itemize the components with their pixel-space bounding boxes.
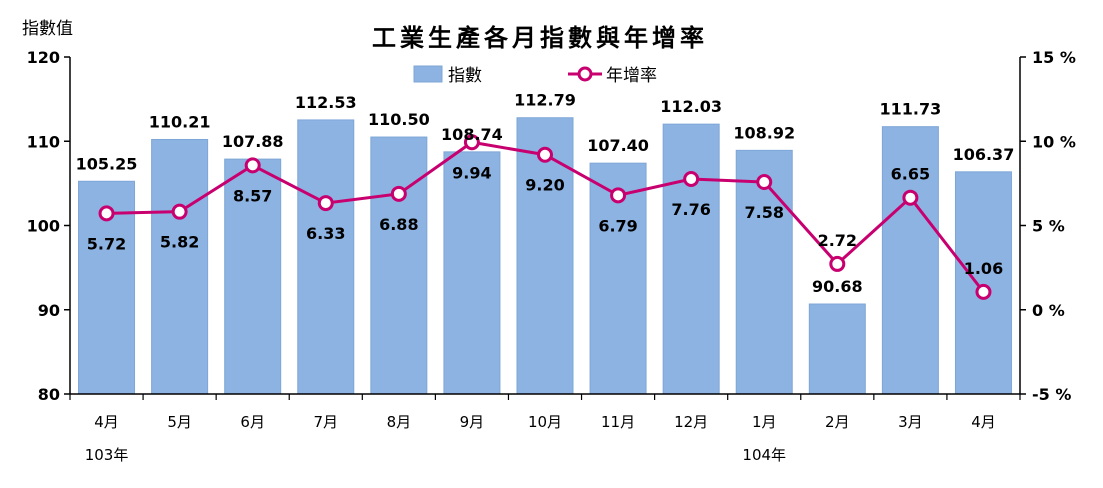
bar-12: [954, 171, 1012, 395]
line-value-label-11: 6.65: [891, 165, 930, 184]
legend-bar-swatch: [413, 65, 443, 83]
bar-value-label-11: 111.73: [880, 100, 942, 119]
growth-marker-0: [98, 205, 115, 222]
x-tick-label-2: 6月: [240, 413, 265, 431]
axes-layer: 80 90 100 110 120 -5 % 0 % 5 % 10 % 15 % 4月 5月 6月 7月 8…: [27, 48, 1076, 464]
x-tick-label-1: 5月: [167, 413, 192, 431]
legend-label-growth: 年增率: [606, 66, 657, 86]
bar-3: [297, 119, 355, 395]
left-tick-label-0: 80: [38, 385, 60, 404]
line-value-label-6: 9.20: [525, 176, 564, 195]
year-label-1: 104年: [742, 446, 786, 464]
left-tick-label-2: 100: [27, 217, 60, 236]
x-tick-label-9: 1月: [752, 413, 777, 431]
growth-marker-11: [902, 189, 919, 206]
bar-value-label-8: 112.03: [660, 97, 722, 116]
bar-9: [735, 149, 793, 395]
x-tick-label-4: 8月: [387, 413, 412, 431]
x-tick-label-5: 9月: [460, 413, 485, 431]
legend-marker-swatch: [577, 66, 593, 82]
year-label-0: 103年: [85, 446, 129, 464]
left-tick-label-3: 110: [27, 132, 60, 151]
bar-value-label-2: 107.88: [222, 132, 284, 151]
x-tick-label-11: 3月: [898, 413, 923, 431]
bar-4: [370, 136, 428, 395]
growth-marker-5: [463, 134, 480, 151]
right-tick-label-0: -5 %: [1032, 385, 1071, 404]
bar-1: [151, 138, 209, 395]
x-tick-label-8: 12月: [674, 413, 708, 431]
x-tick-label-6: 10月: [528, 413, 562, 431]
growth-marker-3: [317, 195, 334, 212]
left-tick-label-1: 90: [38, 301, 60, 320]
x-tick-label-7: 11月: [601, 413, 635, 431]
line-value-label-10: 2.72: [818, 231, 857, 250]
growth-marker-6: [537, 146, 553, 163]
growth-marker-1: [171, 203, 188, 220]
line-value-label-0: 5.72: [87, 234, 126, 253]
legend: 指數 年增率: [413, 65, 657, 86]
line-value-label-1: 5.82: [160, 233, 199, 252]
right-tick-label-3: 10 %: [1032, 132, 1076, 151]
bars-layer: [78, 117, 1012, 395]
x-tick-label-3: 7月: [313, 413, 338, 431]
line-layer: [98, 134, 992, 300]
x-tick-label-12: 4月: [971, 413, 996, 431]
bar-value-label-0: 105.25: [76, 154, 138, 173]
bar-value-label-9: 108.92: [733, 123, 795, 142]
right-tick-label-2: 5 %: [1032, 217, 1065, 236]
bar-value-label-6: 112.79: [514, 91, 576, 110]
growth-marker-10: [829, 255, 846, 272]
bar-value-label-4: 110.50: [368, 110, 430, 129]
left-axis-title: 指數值: [22, 19, 73, 39]
line-value-label-3: 6.33: [306, 224, 345, 243]
growth-marker-9: [756, 174, 773, 191]
right-tick-label-4: 15 %: [1032, 48, 1076, 67]
line-value-label-12: 1.06: [964, 259, 1003, 278]
growth-marker-2: [244, 157, 261, 174]
labels-layer: 105.25 110.21 107.88 112.53 110.50 108.74 112.…: [76, 91, 1015, 296]
line-value-label-2: 8.57: [233, 186, 272, 205]
line-value-label-4: 6.88: [379, 215, 418, 234]
bar-value-label-5: 108.74: [441, 125, 503, 144]
bar-value-label-10: 90.68: [812, 277, 863, 296]
growth-marker-7: [610, 187, 627, 204]
bar-value-label-12: 106.37: [953, 145, 1015, 164]
x-tick-label-0: 4月: [94, 413, 119, 431]
line-value-label-8: 7.76: [671, 200, 710, 219]
bar-8: [662, 123, 720, 395]
line-value-label-5: 9.94: [452, 163, 491, 182]
right-tick-label-1: 0 %: [1032, 301, 1065, 320]
x-tick-label-10: 2月: [825, 413, 850, 431]
left-tick-label-4: 120: [27, 48, 60, 67]
bar-value-label-1: 110.21: [149, 112, 211, 131]
legend-label-index: 指數: [448, 66, 482, 86]
bar-10: [808, 303, 866, 395]
growth-marker-8: [683, 170, 700, 187]
line-value-label-7: 6.79: [598, 216, 637, 235]
bar-value-label-7: 107.40: [587, 136, 649, 155]
line-value-label-9: 7.58: [744, 203, 783, 222]
bar-5: [443, 151, 501, 395]
bar-11: [881, 126, 939, 395]
chart-title: 工業生產各月指數與年增率: [372, 23, 708, 52]
growth-marker-12: [975, 283, 992, 300]
growth-marker-4: [390, 185, 407, 202]
bar-value-label-3: 112.53: [295, 93, 357, 112]
